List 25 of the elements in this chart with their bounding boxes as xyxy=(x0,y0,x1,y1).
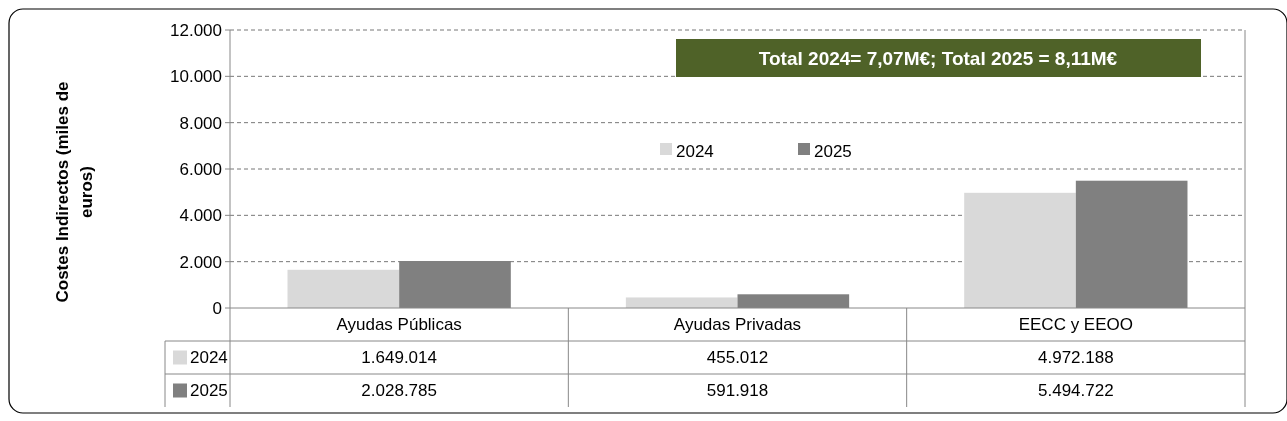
text: 5.494.722 xyxy=(1038,381,1114,401)
y-tick-label: 6.000 xyxy=(179,159,222,179)
y-tick-label: 2.000 xyxy=(179,252,222,272)
legend-label: 2025 xyxy=(814,141,852,161)
y-tick-label: 10.000 xyxy=(170,67,222,87)
y-tick-label: 0 xyxy=(212,298,222,318)
x-tick-label: Ayudas Privadas xyxy=(673,315,802,335)
text: 4.972.188 xyxy=(1038,348,1114,368)
text: 2024 xyxy=(190,348,228,368)
x-tick-label: Ayudas Públicas xyxy=(336,315,462,335)
y-tick-label: 4.000 xyxy=(179,206,222,226)
annotation: Total 2024= 7,07M€; Total 2025 = 8,11M€ xyxy=(758,47,1118,69)
y-axis-title: Costes Indirectos (miles de euros) xyxy=(53,81,96,303)
x-tick-label: EECC y EEOO xyxy=(1018,315,1133,335)
text: 591.918 xyxy=(706,381,769,401)
text: 455.012 xyxy=(706,348,769,368)
y-tick-label: 8.000 xyxy=(179,113,222,133)
bar xyxy=(625,297,738,308)
bar xyxy=(287,269,400,308)
text: 2.028.785 xyxy=(361,381,437,401)
bar xyxy=(964,192,1076,308)
text: 2025 xyxy=(190,381,228,401)
y-tick-label: 12.000 xyxy=(170,20,222,40)
legend-label: 2024 xyxy=(676,141,714,161)
text: 1.649.014 xyxy=(361,348,437,368)
